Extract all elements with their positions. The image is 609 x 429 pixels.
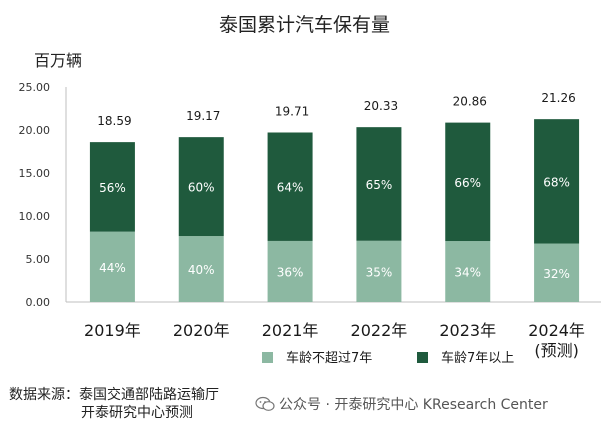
y-tick-label: 15.00 bbox=[19, 167, 51, 180]
total-value-label: 18.59 bbox=[97, 114, 131, 128]
segment-percent-label: 65% bbox=[366, 178, 393, 192]
total-value-label: 19.71 bbox=[275, 104, 309, 118]
x-tick-label: 2024年 bbox=[528, 321, 585, 340]
y-tick-label: 10.00 bbox=[19, 210, 51, 223]
segment-percent-label: 36% bbox=[277, 265, 304, 279]
x-tick-label: 2019年 bbox=[84, 321, 141, 340]
x-tick-label: 2023年 bbox=[439, 321, 496, 340]
chart-title: 泰国累计汽车保有量 bbox=[218, 14, 390, 36]
y-tick-label: 25.00 bbox=[19, 81, 51, 94]
y-tick-label: 5.00 bbox=[26, 253, 51, 266]
legend-swatch bbox=[417, 352, 428, 363]
x-tick-label: 2021年 bbox=[262, 321, 319, 340]
segment-percent-label: 56% bbox=[99, 181, 126, 195]
bar-segment-over-7-years bbox=[89, 142, 135, 232]
y-tick-label: 0.00 bbox=[26, 296, 51, 309]
total-value-label: 20.86 bbox=[453, 95, 487, 109]
watermark-text: 公众号 · 开泰研究中心 KResearch Center bbox=[279, 397, 548, 413]
bar-segment-over-7-years bbox=[445, 122, 491, 242]
segment-percent-label: 35% bbox=[366, 265, 393, 279]
segment-percent-label: 44% bbox=[99, 261, 126, 275]
segment-percent-label: 60% bbox=[188, 181, 215, 195]
bar-segment-over-7-years bbox=[534, 119, 580, 244]
bar-segment-over-7-years bbox=[267, 132, 313, 241]
legend-label: 车龄7年以上 bbox=[441, 350, 514, 366]
bar-segment-under-7-years bbox=[534, 243, 580, 302]
x-tick-label: 2020年 bbox=[173, 321, 230, 340]
bar-segment-under-7-years bbox=[445, 241, 491, 302]
segment-percent-label: 34% bbox=[454, 266, 481, 280]
x-tick-label: (预测) bbox=[534, 341, 579, 360]
legend-label: 车龄不超过7年 bbox=[286, 350, 372, 366]
y-tick-label: 20.00 bbox=[19, 124, 51, 137]
x-tick-label: 2022年 bbox=[351, 321, 408, 340]
bar-segment-under-7-years bbox=[178, 236, 224, 302]
source-note-forecast: 开泰研究中心预测 bbox=[81, 405, 193, 421]
y-axis-unit-label: 百万辆 bbox=[34, 51, 83, 70]
total-value-label: 20.33 bbox=[364, 99, 398, 113]
total-value-label: 19.17 bbox=[186, 109, 220, 123]
bar-segment-under-7-years bbox=[356, 240, 402, 302]
segment-percent-label: 64% bbox=[277, 181, 304, 195]
segment-percent-label: 68% bbox=[543, 175, 570, 189]
watermark: 公众号 · 开泰研究中心 KResearch Center bbox=[255, 394, 548, 414]
segment-percent-label: 32% bbox=[543, 267, 570, 281]
total-value-label: 21.26 bbox=[541, 91, 575, 105]
source-note: 数据来源：泰国交通部陆路运输厅 bbox=[9, 387, 219, 403]
segment-percent-label: 66% bbox=[454, 176, 481, 190]
legend-swatch bbox=[262, 352, 273, 363]
segment-percent-label: 40% bbox=[188, 263, 215, 277]
bar-segment-under-7-years bbox=[89, 231, 135, 302]
bar-segment-over-7-years bbox=[356, 127, 402, 241]
wechat-icon bbox=[255, 396, 275, 411]
bar-segment-under-7-years bbox=[267, 240, 313, 302]
bar-segment-over-7-years bbox=[178, 137, 224, 237]
